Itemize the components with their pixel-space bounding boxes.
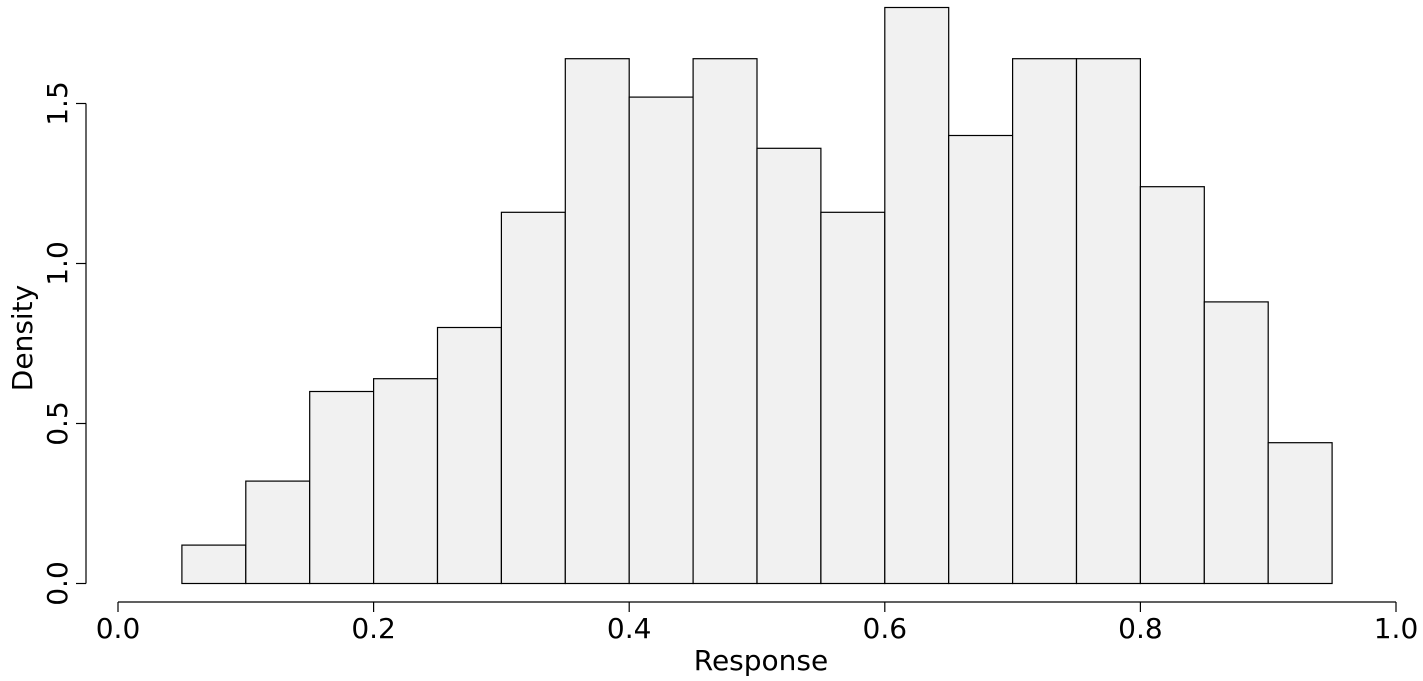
histogram-bar-12 [948, 134, 1014, 585]
histogram-bar-2 [309, 390, 375, 585]
histogram-bar-13 [1011, 58, 1078, 585]
histogram-bar-10 [820, 211, 886, 585]
histogram-bar-5 [500, 211, 566, 585]
x-tick-label: 0.4 [607, 612, 652, 645]
histogram-bar-14 [1075, 58, 1142, 585]
y-tick-label: 1.5 [41, 81, 74, 126]
histogram-bar-9 [756, 147, 822, 585]
bars-group [181, 6, 1333, 585]
histogram-bar-1 [245, 480, 311, 585]
y-tick-label: 1.0 [41, 241, 74, 286]
histogram-bar-0 [181, 544, 247, 585]
y-axis: 0.0 0.5 1.0 1.5 [41, 81, 87, 606]
x-tick-label: 1.0 [1374, 612, 1419, 645]
histogram-bar-16 [1203, 301, 1269, 585]
x-tick-label: 0.2 [351, 612, 396, 645]
x-tick-label: 0.0 [96, 612, 141, 645]
histogram-bar-7 [628, 96, 694, 585]
x-axis: 0.0 0.2 0.4 0.6 0.8 1.0 [96, 601, 1419, 645]
histogram-bar-3 [373, 378, 439, 585]
x-tick-label: 0.6 [863, 612, 908, 645]
histogram-bar-11 [884, 6, 950, 585]
y-tick-label: 0.0 [41, 561, 74, 606]
x-axis-title: Response [694, 644, 828, 677]
histogram-bar-8 [692, 58, 758, 585]
histogram-bar-17 [1267, 442, 1333, 585]
histogram-bar-15 [1139, 186, 1205, 585]
histogram-bar-6 [564, 58, 630, 585]
x-tick-label: 0.8 [1118, 612, 1163, 645]
histogram-bar-4 [436, 326, 503, 585]
y-tick-label: 0.5 [41, 401, 74, 446]
y-axis-title: Density [6, 285, 39, 391]
